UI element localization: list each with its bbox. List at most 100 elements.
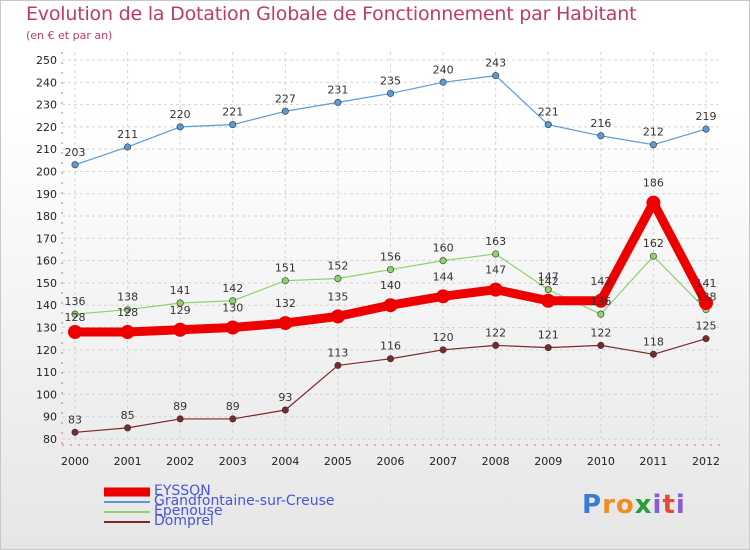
x-tick-label: 2011 bbox=[639, 455, 667, 468]
logo-letter: P bbox=[582, 490, 603, 520]
data-point bbox=[229, 297, 237, 305]
data-label: 142 bbox=[538, 275, 559, 288]
data-label: 135 bbox=[327, 290, 348, 303]
legend-layer bbox=[104, 487, 150, 523]
data-label: 122 bbox=[485, 326, 506, 339]
data-point bbox=[649, 141, 657, 149]
x-tick-label: 2008 bbox=[482, 455, 510, 468]
data-label: 203 bbox=[65, 146, 86, 159]
x-tick-label: 2001 bbox=[114, 455, 142, 468]
y-tick-label: 180 bbox=[36, 210, 57, 223]
data-label: 163 bbox=[485, 235, 506, 248]
data-point bbox=[541, 293, 556, 308]
y-tick-label: 230 bbox=[36, 99, 57, 112]
data-label: 89 bbox=[173, 400, 187, 413]
data-point bbox=[597, 341, 605, 349]
data-point bbox=[492, 72, 500, 80]
data-label: 132 bbox=[275, 297, 296, 310]
data-point bbox=[176, 415, 184, 423]
data-point bbox=[646, 195, 661, 210]
data-label: 142 bbox=[590, 275, 611, 288]
legend-label: Domprel bbox=[154, 513, 214, 529]
data-point bbox=[281, 406, 289, 414]
data-label: 144 bbox=[433, 270, 454, 283]
data-point bbox=[229, 415, 237, 423]
data-point bbox=[386, 266, 394, 274]
logo-letter: o bbox=[615, 490, 635, 520]
x-tick-label: 2006 bbox=[377, 455, 405, 468]
y-tick-label: 100 bbox=[36, 388, 57, 401]
data-label: 129 bbox=[170, 304, 191, 317]
data-label: 116 bbox=[380, 340, 401, 353]
data-point bbox=[439, 257, 447, 265]
y-tick-label: 210 bbox=[36, 143, 57, 156]
data-point bbox=[71, 310, 79, 318]
data-label: 125 bbox=[696, 320, 717, 333]
data-point bbox=[124, 424, 132, 432]
x-tick-label: 2010 bbox=[587, 455, 615, 468]
y-tick-label: 250 bbox=[36, 54, 57, 67]
data-label: 113 bbox=[327, 346, 348, 359]
y-tick-label: 220 bbox=[36, 121, 57, 134]
data-point bbox=[124, 306, 132, 314]
data-label: 243 bbox=[485, 57, 506, 70]
data-label: 85 bbox=[121, 409, 135, 422]
data-point bbox=[702, 335, 710, 343]
data-point bbox=[120, 324, 135, 339]
data-label: 152 bbox=[327, 259, 348, 272]
legend-label: Epenouse bbox=[154, 503, 223, 519]
series-layer bbox=[68, 72, 713, 436]
data-label: 151 bbox=[275, 262, 296, 275]
x-tick-label: 2012 bbox=[692, 455, 720, 468]
data-point bbox=[649, 350, 657, 358]
x-tick-label: 2009 bbox=[534, 455, 562, 468]
x-tick-label: 2004 bbox=[271, 455, 299, 468]
data-point bbox=[593, 293, 608, 308]
data-point bbox=[176, 123, 184, 131]
y-tick-label: 200 bbox=[36, 165, 57, 178]
data-point bbox=[386, 89, 394, 97]
data-point bbox=[699, 296, 713, 311]
x-tick-label: 2007 bbox=[429, 455, 457, 468]
data-label: 240 bbox=[433, 63, 454, 76]
data-label: 138 bbox=[696, 291, 717, 304]
data-point bbox=[71, 161, 79, 169]
data-label: 136 bbox=[590, 295, 611, 308]
x-tick-label: 2003 bbox=[219, 455, 247, 468]
data-label: 89 bbox=[226, 400, 240, 413]
data-point bbox=[544, 344, 552, 352]
legend-label: EYSSON bbox=[154, 483, 211, 499]
y-tick-label: 110 bbox=[36, 366, 57, 379]
y-tick-label: 120 bbox=[36, 344, 57, 357]
data-point bbox=[229, 121, 237, 129]
chart-subtitle: (en € et par an) bbox=[26, 29, 113, 42]
data-point bbox=[597, 310, 605, 318]
chart-title: Evolution de la Dotation Globale de Fonc… bbox=[26, 3, 637, 25]
data-point bbox=[492, 250, 500, 258]
data-label: 128 bbox=[65, 311, 86, 324]
data-point bbox=[492, 341, 500, 349]
data-label: 147 bbox=[485, 264, 506, 277]
data-label: 83 bbox=[68, 413, 82, 426]
logo-letter: x bbox=[634, 490, 653, 520]
data-label: 221 bbox=[538, 106, 559, 119]
data-label: 142 bbox=[222, 282, 243, 295]
y-tick-label: 90 bbox=[43, 411, 57, 424]
data-point bbox=[334, 274, 342, 282]
data-point bbox=[281, 277, 289, 285]
data-point bbox=[71, 428, 79, 436]
y-tick-label: 130 bbox=[36, 322, 57, 335]
data-label: 128 bbox=[117, 306, 138, 319]
y-tick-label: 170 bbox=[36, 232, 57, 245]
axis-layer: 80 90 100 110 120 130 140 150 160 170 180 190 200 210… bbox=[36, 52, 720, 468]
data-point bbox=[383, 298, 398, 313]
data-point bbox=[278, 316, 293, 331]
data-point bbox=[544, 121, 552, 129]
data-point bbox=[124, 143, 132, 151]
logo-letter: t bbox=[662, 490, 676, 520]
data-point bbox=[330, 309, 345, 324]
data-point bbox=[173, 322, 188, 337]
data-point bbox=[439, 78, 447, 86]
data-point bbox=[649, 252, 657, 260]
